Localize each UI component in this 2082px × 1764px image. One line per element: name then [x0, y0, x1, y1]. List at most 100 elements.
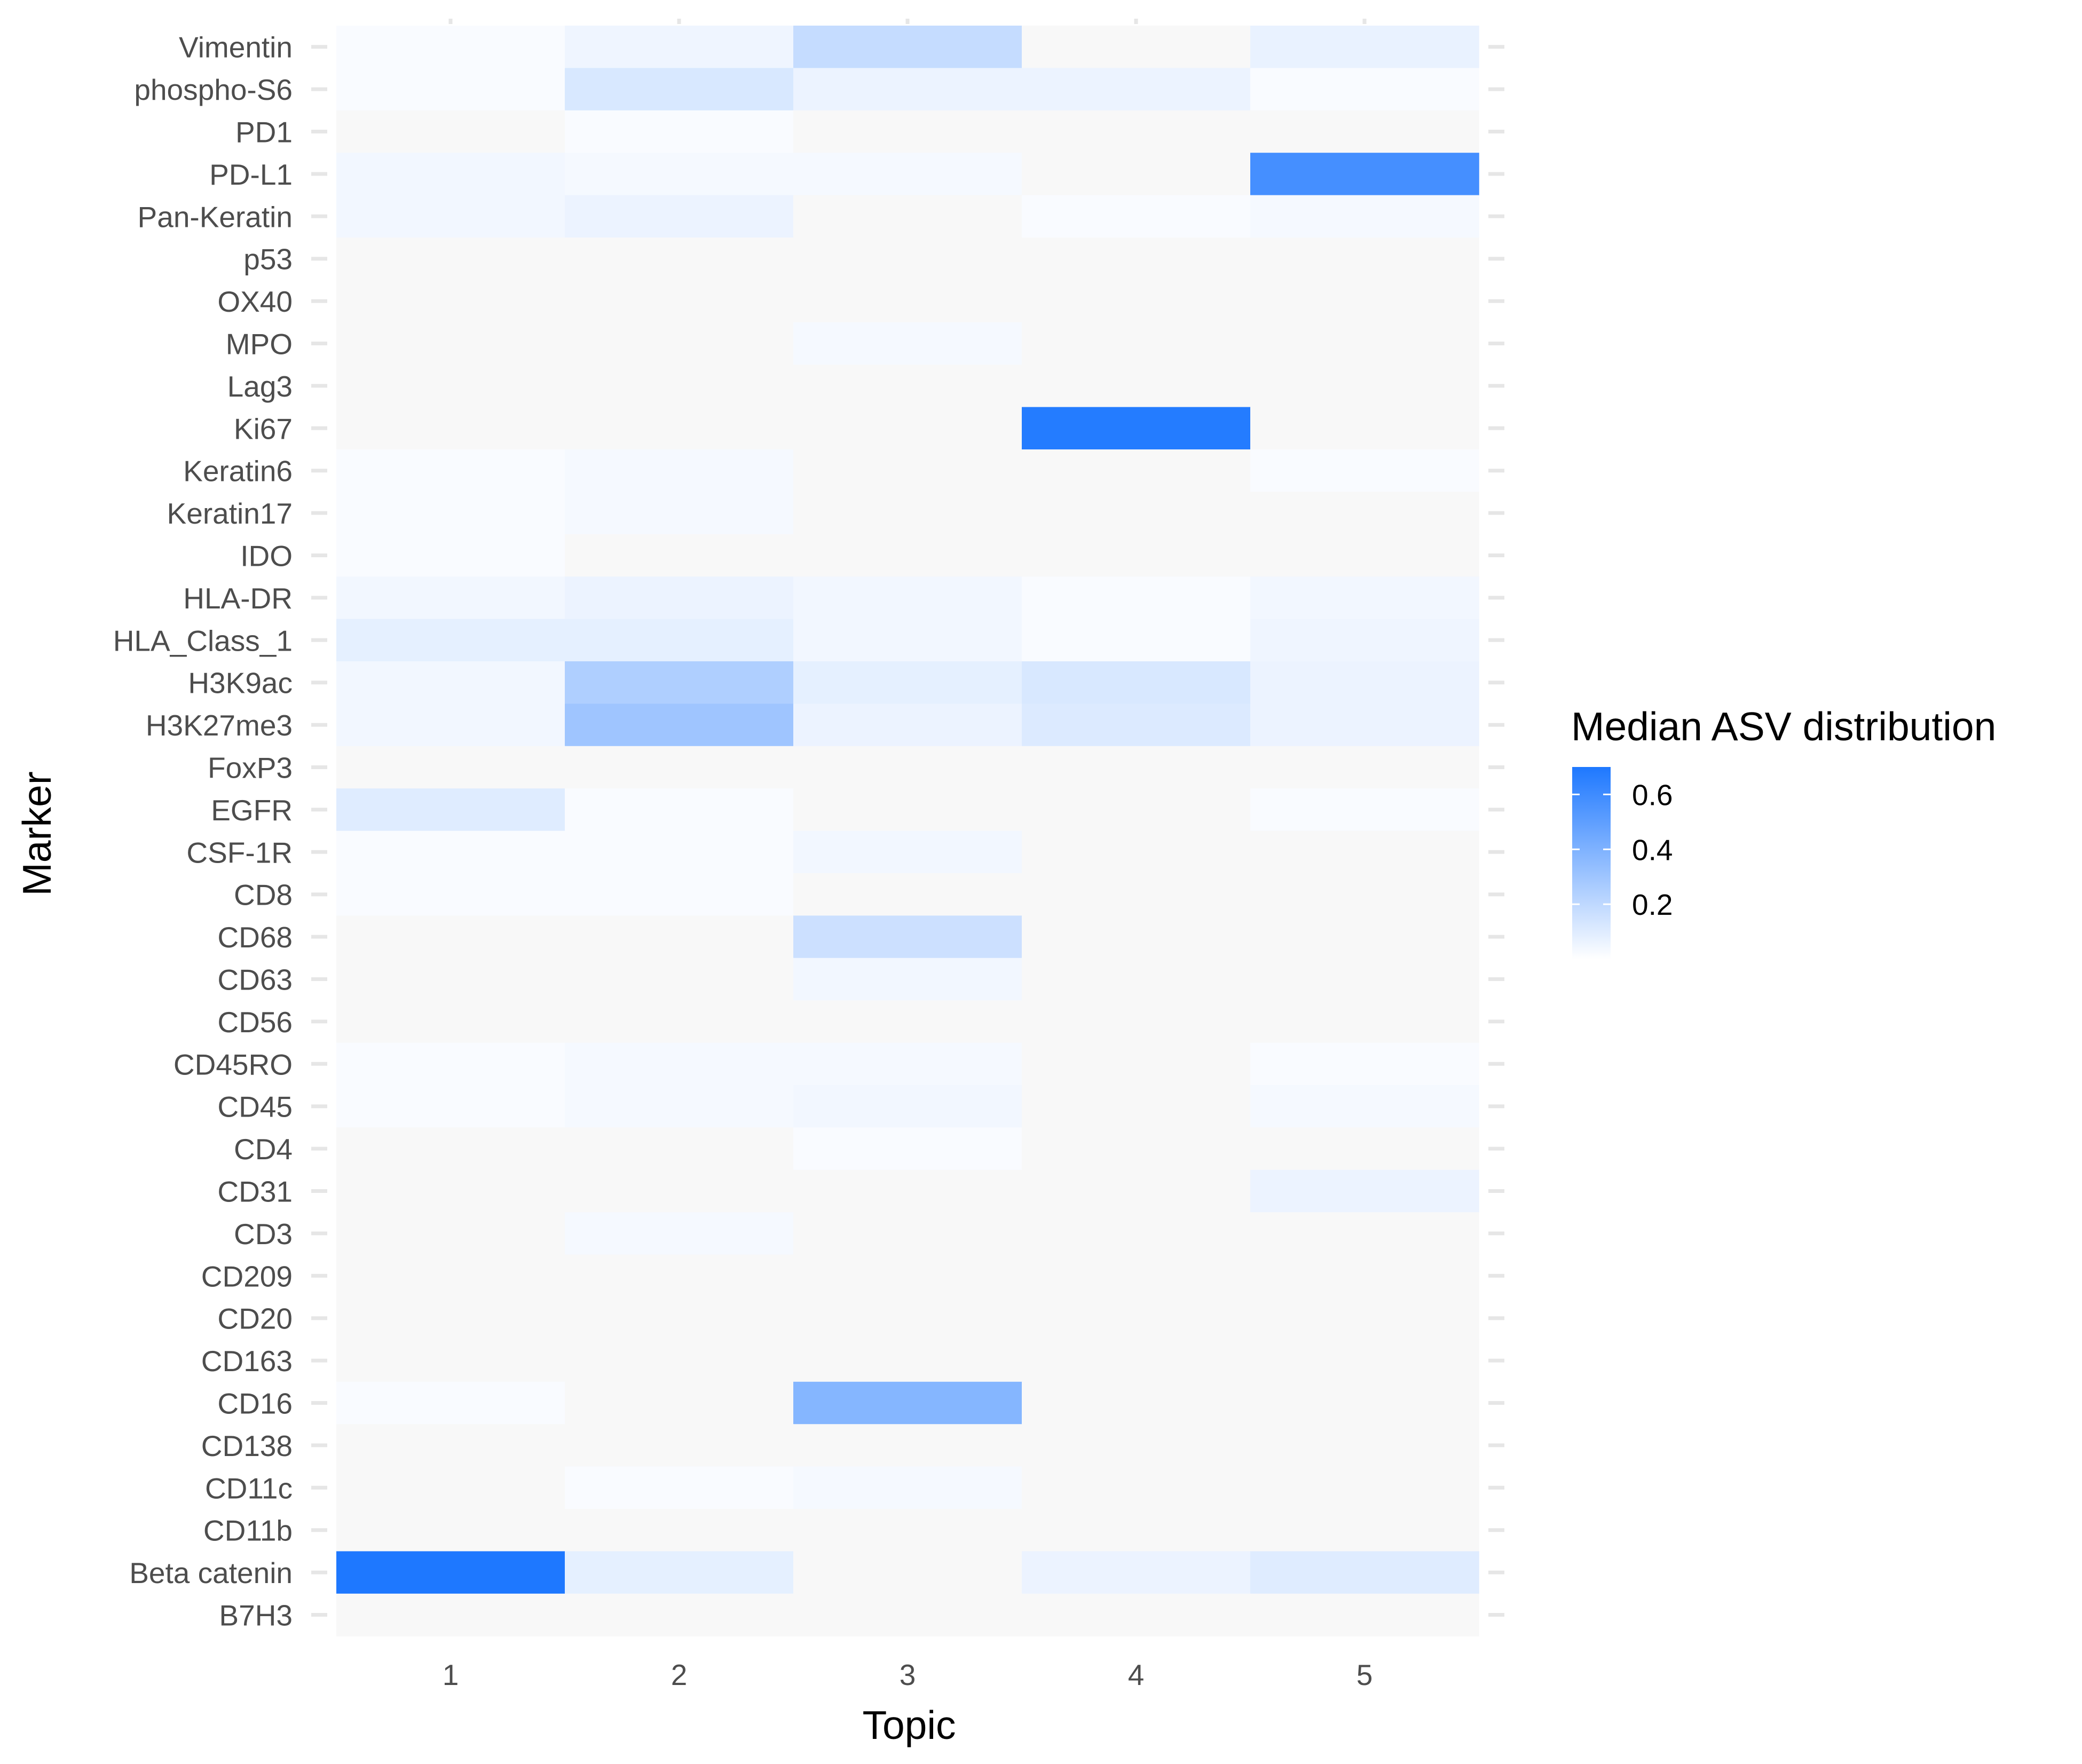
y-tick-label: Keratin6: [183, 455, 293, 488]
heatmap-cell: [565, 958, 794, 1001]
legend-break-label: 0.6: [1632, 778, 1673, 811]
heatmap-cell: [336, 1042, 565, 1086]
heatmap-cell: [336, 1169, 565, 1213]
y-axis-title: Marker: [14, 771, 59, 896]
y-tick-label: CD163: [201, 1344, 293, 1378]
y-tick-label: CD31: [217, 1175, 293, 1208]
y-tick-label: IDO: [240, 540, 293, 573]
heatmap-cell: [336, 1424, 565, 1467]
legend-ticks: 0.6 0.4 0.2: [1572, 778, 1673, 921]
heatmap-cell: [1250, 1593, 1479, 1636]
heatmap-cell: [1022, 1381, 1251, 1425]
heatmap-cell: [1250, 746, 1479, 789]
heatmap-cell: [565, 365, 794, 408]
heatmap-cell: [1022, 1085, 1251, 1128]
heatmap-cell: [793, 1424, 1022, 1467]
heatmap-cell: [1022, 661, 1251, 705]
heatmap-cell: [793, 26, 1022, 69]
heatmap-cell: [1250, 238, 1479, 281]
heatmap-cell: [793, 1000, 1022, 1043]
heatmap-cell: [1250, 788, 1479, 832]
heatmap-cell: [336, 576, 565, 620]
heatmap-cell: [1022, 492, 1251, 535]
heatmap-cell: [565, 1085, 794, 1128]
heatmap-cell: [793, 1593, 1022, 1636]
heatmap-cell: [336, 195, 565, 238]
heatmap-cell: [336, 830, 565, 874]
heatmap-cell: [1250, 322, 1479, 365]
y-tick-label: CD16: [217, 1387, 293, 1420]
heatmap-cell: [336, 1212, 565, 1255]
heatmap-cell: [1022, 238, 1251, 281]
heatmap-cell: [793, 1466, 1022, 1509]
heatmap-cell: [1022, 26, 1251, 69]
heatmap-cell: [336, 1297, 565, 1340]
heatmap-cell: [793, 1212, 1022, 1255]
heatmap-cell: [1250, 915, 1479, 959]
y-tick-label: PD1: [235, 116, 293, 149]
x-tick-label: 2: [671, 1658, 688, 1691]
y-tick-label: CD63: [217, 963, 293, 996]
heatmap-cell: [565, 1254, 794, 1298]
y-tick-label: CD209: [201, 1260, 293, 1293]
heatmap-cell: [565, 492, 794, 535]
y-tick-label: B7H3: [219, 1599, 293, 1632]
heatmap-cell: [793, 915, 1022, 959]
heatmap-cell: [565, 280, 794, 323]
heatmap-cell: [1250, 1169, 1479, 1213]
heatmap-cell: [336, 1509, 565, 1552]
heatmap-cell: [336, 238, 565, 281]
heatmap-cell: [1250, 1254, 1479, 1298]
heatmap-cell: [1022, 1169, 1251, 1213]
heatmap-cell: [336, 1466, 565, 1509]
heatmap-cell: [793, 449, 1022, 493]
heatmap-cell: [1250, 280, 1479, 323]
y-tick-label: CD20: [217, 1302, 293, 1335]
heatmap-cell: [1022, 958, 1251, 1001]
heatmap-cell: [1250, 1551, 1479, 1594]
heatmap-cell: [793, 1339, 1022, 1382]
heatmap-cell: [1022, 110, 1251, 153]
heatmap-cell: [1022, 322, 1251, 365]
heatmap-cell: [565, 1169, 794, 1213]
heatmap-cell: [793, 365, 1022, 408]
heatmap-cell: [565, 153, 794, 196]
heatmap-cell: [793, 958, 1022, 1001]
heatmap-cell: [565, 619, 794, 662]
heatmap-cell: [1022, 1593, 1251, 1636]
heatmap-cell: [565, 1000, 794, 1043]
heatmap-cell: [336, 534, 565, 577]
heatmap-cell: [1250, 153, 1479, 196]
grid-lines: [311, 19, 1504, 1617]
heatmap-cell: [565, 110, 794, 153]
heatmap-cell: [336, 1254, 565, 1298]
heatmap-cell: [793, 1085, 1022, 1128]
heatmap-cell: [1250, 407, 1479, 450]
heatmap-cell: [565, 1466, 794, 1509]
x-tick-label: 4: [1128, 1658, 1145, 1691]
heatmap-cell: [793, 492, 1022, 535]
heatmap-cell: [336, 788, 565, 832]
heatmap-cell: [1022, 407, 1251, 450]
heatmap-cell: [793, 830, 1022, 874]
x-axis-title: Topic: [862, 1703, 956, 1747]
heatmap-cell: [1250, 661, 1479, 705]
heatmap-cell: [1022, 915, 1251, 959]
heatmap-cell: [1022, 619, 1251, 662]
heatmap-cell: [1250, 110, 1479, 153]
y-tick-label: Pan-Keratin: [138, 200, 293, 233]
heatmap-cell: [793, 576, 1022, 620]
heatmap-cell: [565, 322, 794, 365]
heatmap-cell: [1250, 958, 1479, 1001]
heatmap-cell: [1250, 1000, 1479, 1043]
legend-break-label: 0.4: [1632, 833, 1673, 866]
heatmap-cell: [793, 195, 1022, 238]
legend-title: Median ASV distribution: [1571, 704, 1996, 749]
heatmap-cell: [793, 746, 1022, 789]
heatmap-cell: [1250, 873, 1479, 916]
heatmap-cell: [565, 1127, 794, 1170]
y-tick-label: CD8: [234, 879, 293, 912]
heatmap-cell: [336, 873, 565, 916]
